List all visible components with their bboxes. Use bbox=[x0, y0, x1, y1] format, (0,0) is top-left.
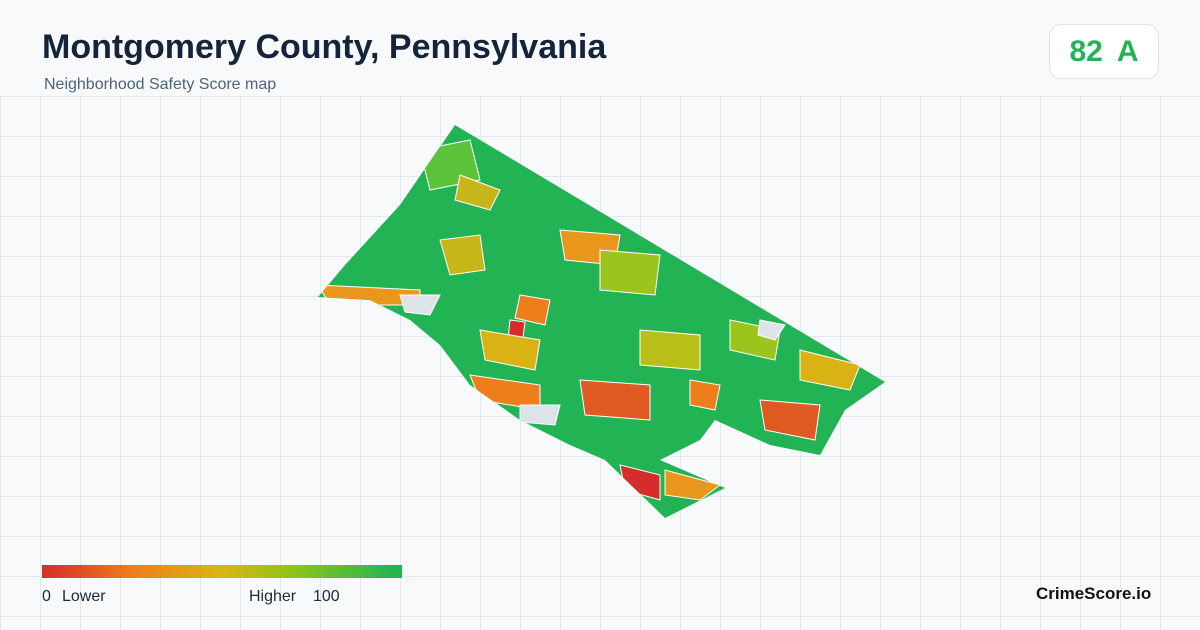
region bbox=[664, 469, 722, 501]
legend-max-label: Higher bbox=[249, 588, 297, 605]
region bbox=[399, 294, 441, 316]
region bbox=[318, 125, 885, 518]
region bbox=[759, 399, 821, 441]
score-value: 82 bbox=[1069, 34, 1103, 68]
brand: CrimeScore.io bbox=[1036, 584, 1152, 603]
legend-min: 0 bbox=[42, 588, 51, 605]
region bbox=[514, 294, 551, 326]
header: Montgomery County, Pennsylvania Neighbor… bbox=[0, 0, 1200, 97]
region bbox=[599, 249, 661, 296]
score-badge: 82 A bbox=[1049, 24, 1159, 79]
region bbox=[689, 379, 721, 411]
legend-bar bbox=[42, 565, 402, 578]
region bbox=[454, 174, 501, 211]
score-grade: A bbox=[1116, 34, 1139, 68]
region bbox=[757, 319, 786, 341]
region bbox=[579, 379, 651, 421]
legend-min-label: Lower bbox=[62, 588, 106, 605]
region bbox=[479, 329, 541, 371]
regions bbox=[318, 125, 885, 518]
subtitle: Neighborhood Safety Score map bbox=[44, 76, 277, 93]
region bbox=[519, 404, 561, 426]
legend-max: 100 bbox=[313, 588, 340, 605]
region bbox=[639, 329, 701, 371]
region bbox=[799, 349, 861, 391]
title: Montgomery County, Pennsylvania bbox=[42, 28, 607, 66]
region bbox=[439, 234, 486, 276]
